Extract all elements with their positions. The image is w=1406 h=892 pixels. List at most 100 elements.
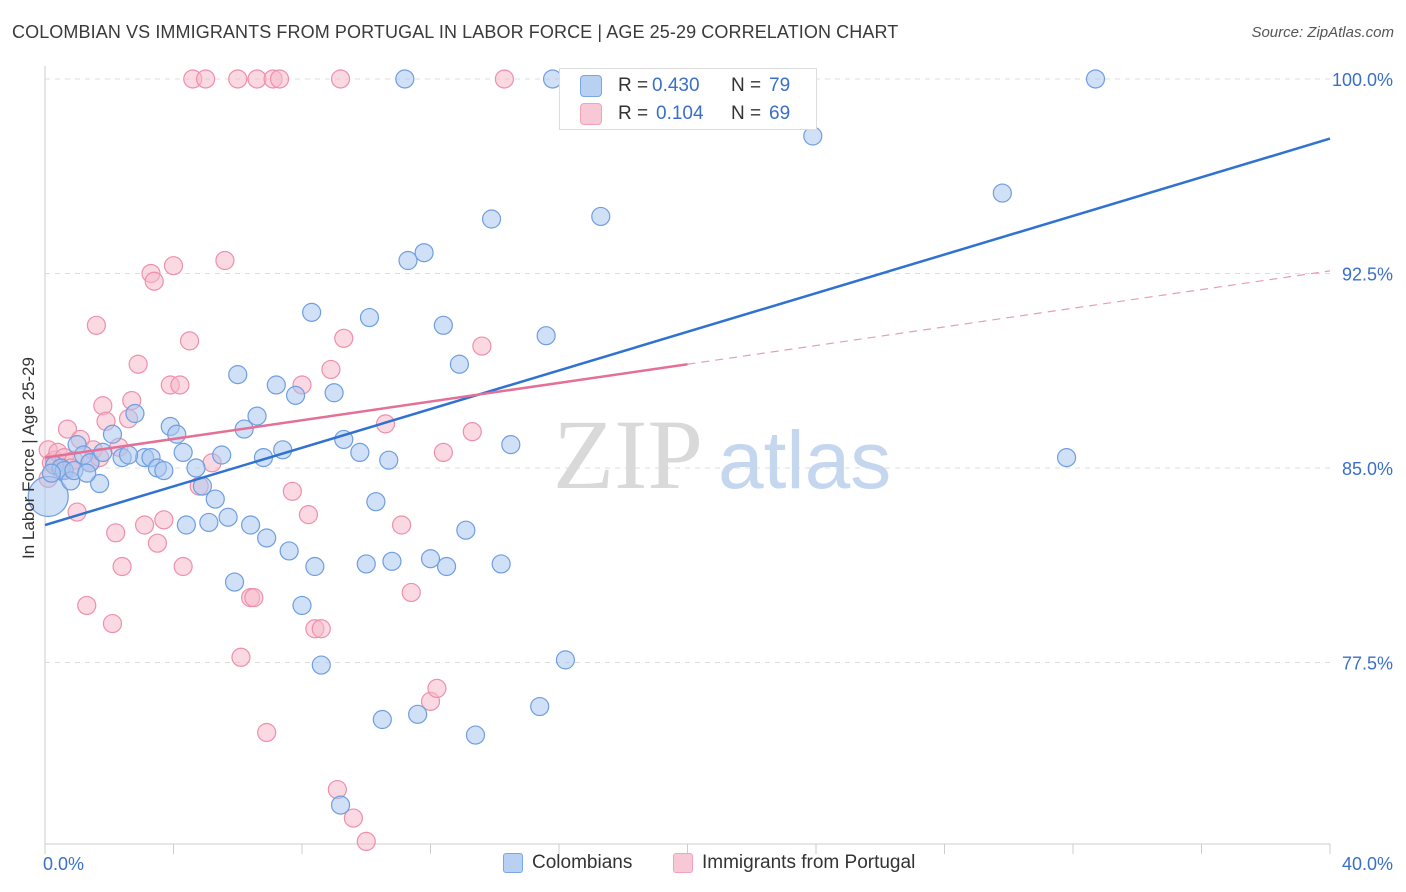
- point-colombians-57: [433, 315, 453, 335]
- point-colombians-74: [1085, 69, 1106, 89]
- point-colombians-63: [491, 554, 511, 574]
- x-tick-label-min: 0.0%: [43, 854, 84, 874]
- chart-title: COLOMBIAN VS IMMIGRANTS FROM PORTUGAL IN…: [12, 22, 899, 42]
- stats-r-value-2: 0.104: [656, 103, 704, 124]
- point-colombians-39: [302, 302, 322, 322]
- point-portugal-29: [163, 256, 184, 276]
- point-colombians-53: [398, 250, 418, 271]
- point-portugal-57: [401, 582, 421, 603]
- point-colombians-23: [199, 512, 219, 533]
- point-portugal-27: [154, 510, 174, 530]
- point-colombians-43: [330, 795, 351, 815]
- point-colombians-48: [366, 492, 386, 512]
- point-colombians-56: [420, 549, 441, 569]
- stats-n-label-2: N =: [731, 103, 762, 124]
- trend-line-colombians: [44, 137, 1331, 527]
- point-colombians-61: [465, 725, 486, 745]
- y-tick-label-3: 100.0%: [1332, 70, 1393, 90]
- point-colombians-28: [228, 365, 248, 385]
- point-portugal-6: [57, 419, 78, 439]
- point-portugal-30: [170, 375, 190, 395]
- point-portugal-32: [179, 331, 200, 351]
- point-portugal-47: [298, 505, 319, 525]
- stats-n-label-1: N =: [731, 75, 762, 96]
- point-colombians-16: [154, 460, 174, 481]
- point-colombians-68: [555, 650, 576, 670]
- point-colombians-66: [536, 326, 556, 346]
- point-colombians-50: [379, 450, 399, 470]
- point-portugal-19: [112, 556, 132, 577]
- legend-label-portugal: Immigrants from Portugal: [702, 852, 916, 873]
- point-portugal-38: [228, 69, 248, 89]
- point-portugal-54: [356, 831, 376, 852]
- point-colombians-77: [77, 463, 97, 483]
- point-portugal-51: [327, 779, 347, 800]
- point-portugal-59: [427, 678, 447, 699]
- point-colombians-34: [266, 375, 286, 395]
- point-portugal-26: [147, 533, 168, 553]
- point-colombians-37: [285, 385, 306, 405]
- point-portugal-25: [144, 271, 164, 291]
- watermark: ZIP atlas: [553, 399, 891, 510]
- point-colombians-27: [224, 572, 245, 592]
- point-portugal-63: [494, 69, 514, 89]
- y-tick-label-2: 92.5%: [1342, 264, 1393, 284]
- point-colombians-33: [257, 528, 277, 548]
- legend-label-colombians: Colombians: [532, 852, 633, 873]
- point-portugal-41: [247, 69, 267, 89]
- stats-r-value-1: 0.430: [652, 75, 700, 96]
- point-portugal-39: [231, 647, 251, 667]
- stats-swatch-blue: [580, 75, 602, 97]
- watermark-zip: ZIP: [553, 399, 703, 510]
- point-colombians-72: [992, 183, 1012, 203]
- stats-r-label-1: R =: [618, 75, 649, 96]
- point-portugal-13: [86, 315, 107, 335]
- stats-n-value-2: 69: [769, 103, 791, 124]
- point-portugal-10: [77, 595, 97, 616]
- point-colombians-75: [41, 463, 62, 483]
- point-portugal-42: [257, 722, 277, 743]
- point-portugal-23: [134, 515, 155, 535]
- point-portugal-35: [196, 69, 216, 89]
- point-colombians-20: [176, 515, 196, 535]
- point-colombians-31: [247, 406, 267, 426]
- point-colombians-10: [102, 424, 123, 444]
- point-portugal-52: [334, 328, 354, 348]
- point-portugal-61: [462, 422, 482, 442]
- point-colombians-78: [118, 445, 139, 465]
- point-portugal-66: [244, 588, 264, 608]
- point-colombians-73: [1056, 447, 1077, 468]
- point-colombians-55: [414, 243, 434, 263]
- y-tick-label-1: 85.0%: [1342, 459, 1393, 479]
- y-axis-label: In Labor Force | Age 25-29: [19, 357, 38, 559]
- legend-item-portugal[interactable]: Immigrants from Portugal: [673, 852, 915, 874]
- point-portugal-53: [343, 808, 363, 828]
- point-colombians-47: [359, 307, 380, 328]
- point-portugal-60: [433, 442, 453, 463]
- point-colombians-59: [449, 354, 470, 374]
- point-colombians-21: [186, 458, 206, 478]
- point-colombians-64: [501, 435, 521, 455]
- point-colombians-52: [395, 69, 415, 89]
- point-portugal-14: [93, 396, 113, 416]
- point-portugal-31: [173, 556, 193, 577]
- point-colombians-9: [93, 442, 113, 463]
- point-portugal-50: [321, 359, 341, 380]
- point-portugal-49: [311, 619, 331, 639]
- y-tick-label-0: 77.5%: [1342, 653, 1393, 673]
- trend-line-portugal: [44, 362, 688, 459]
- point-colombians-26: [218, 507, 238, 527]
- point-colombians-41: [311, 655, 331, 675]
- point-portugal-16: [102, 613, 123, 634]
- point-colombians-19: [173, 442, 193, 463]
- point-portugal-56: [391, 515, 412, 535]
- series-portugal-points: [38, 69, 514, 852]
- point-colombians-49: [372, 709, 392, 730]
- point-colombians-65: [530, 696, 550, 717]
- point-colombians-54: [408, 704, 428, 724]
- point-colombians-36: [279, 541, 299, 561]
- point-colombians-60: [456, 520, 476, 540]
- point-portugal-22: [128, 354, 148, 374]
- legend-item-colombians[interactable]: Colombians: [503, 852, 632, 874]
